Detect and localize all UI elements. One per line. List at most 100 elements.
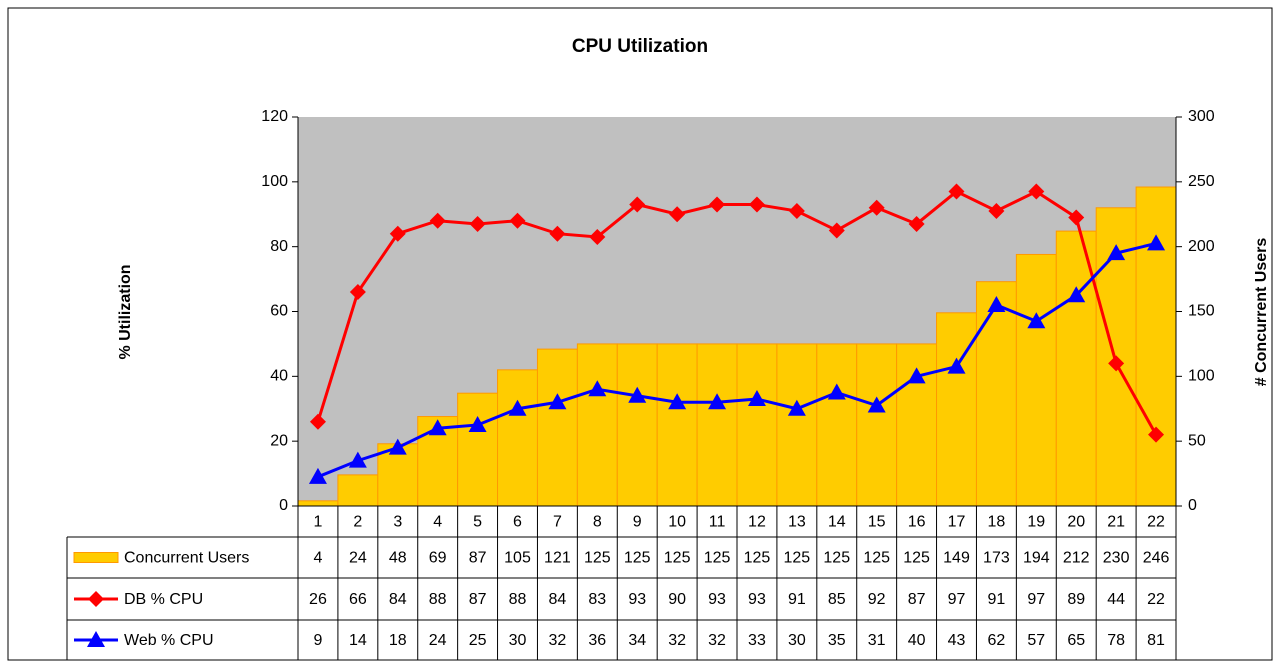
table-value: 88 xyxy=(509,591,527,608)
x-tick-label: 16 xyxy=(908,514,926,531)
table-value: 88 xyxy=(429,591,447,608)
bar xyxy=(337,474,379,507)
bar xyxy=(856,343,898,507)
y-tick-label: 60 xyxy=(270,303,288,320)
point-marker xyxy=(629,196,646,213)
point-marker xyxy=(747,390,766,407)
table-value: 25 xyxy=(469,632,487,649)
x-tick-label: 8 xyxy=(593,514,602,531)
table-value: 89 xyxy=(1067,591,1085,608)
table-value: 33 xyxy=(748,632,766,649)
chart-title: CPU Utilization xyxy=(572,36,708,57)
point-marker xyxy=(588,380,607,397)
table-value: 173 xyxy=(983,550,1010,567)
table-value: 125 xyxy=(584,550,611,567)
point-marker xyxy=(469,215,486,232)
table-value: 90 xyxy=(668,591,686,608)
x-tick-label: 2 xyxy=(353,514,362,531)
bar xyxy=(696,343,738,507)
point-marker xyxy=(788,203,805,220)
point-marker xyxy=(868,199,885,216)
table-value: 84 xyxy=(389,591,407,608)
point-marker xyxy=(388,438,407,455)
x-tick-label: 12 xyxy=(748,514,766,531)
table-value: 66 xyxy=(349,591,367,608)
table-value: 149 xyxy=(943,550,970,567)
table-value: 57 xyxy=(1027,632,1045,649)
point-marker xyxy=(1108,355,1125,372)
table-value: 87 xyxy=(469,591,487,608)
table-value: 14 xyxy=(349,632,367,649)
x-tick-label: 3 xyxy=(393,514,402,531)
y-tick-label: 40 xyxy=(270,368,288,385)
table-value: 87 xyxy=(908,591,926,608)
bar xyxy=(736,343,778,507)
point-marker xyxy=(1147,234,1166,251)
y-tick-label: 120 xyxy=(261,108,288,125)
table-value: 125 xyxy=(784,550,811,567)
x-tick-label: 10 xyxy=(668,514,686,531)
y-axis-title: % Utilization xyxy=(117,264,134,359)
point-marker xyxy=(947,357,966,374)
series-line xyxy=(316,189,1158,436)
point-marker xyxy=(867,396,886,413)
legend-label: Web % CPU xyxy=(124,632,214,649)
point-marker xyxy=(348,451,367,468)
bar xyxy=(536,348,578,507)
table-value: 4 xyxy=(314,550,323,567)
bar xyxy=(1015,253,1057,507)
table-value: 125 xyxy=(863,550,890,567)
point-marker xyxy=(748,196,765,213)
bar xyxy=(656,343,698,507)
point-marker xyxy=(468,415,487,432)
table-value: 48 xyxy=(389,550,407,567)
table-value: 125 xyxy=(903,550,930,567)
y-tick-label: 80 xyxy=(270,238,288,255)
x-tick-label: 20 xyxy=(1067,514,1085,531)
point-marker xyxy=(308,467,327,484)
table-value: 83 xyxy=(588,591,606,608)
table-value: 65 xyxy=(1067,632,1085,649)
point-marker xyxy=(389,225,406,242)
table-value: 26 xyxy=(309,591,327,608)
point-marker xyxy=(708,393,727,410)
table-value: 78 xyxy=(1107,632,1125,649)
bar xyxy=(457,392,499,507)
table-value: 31 xyxy=(868,632,886,649)
point-marker xyxy=(548,393,567,410)
x-tick-label: 7 xyxy=(553,514,562,531)
y2-tick-label: 300 xyxy=(1188,108,1215,125)
bar xyxy=(497,369,538,507)
point-marker xyxy=(709,196,726,213)
point-marker xyxy=(508,399,527,416)
table-value: 44 xyxy=(1107,591,1125,608)
bar xyxy=(816,343,858,507)
table-value: 121 xyxy=(544,550,571,567)
table-value: 32 xyxy=(668,632,686,649)
point-marker xyxy=(907,367,926,384)
point-marker xyxy=(1067,286,1086,303)
table-value: 34 xyxy=(628,632,646,649)
table-value: 32 xyxy=(708,632,726,649)
point-marker xyxy=(428,419,447,436)
table-value: 24 xyxy=(429,632,447,649)
x-tick-label: 17 xyxy=(948,514,966,531)
point-marker xyxy=(1148,426,1165,443)
x-tick-label: 1 xyxy=(314,514,323,531)
table-value: 32 xyxy=(549,632,567,649)
point-marker xyxy=(827,383,846,400)
table-value: 97 xyxy=(1027,591,1045,608)
table-value: 97 xyxy=(948,591,966,608)
x-tick-label: 15 xyxy=(868,514,886,531)
table-value: 125 xyxy=(664,550,691,567)
table-value: 93 xyxy=(748,591,766,608)
point-marker xyxy=(1028,183,1045,200)
x-tick-label: 4 xyxy=(433,514,442,531)
point-marker xyxy=(349,284,366,301)
table-value: 212 xyxy=(1063,550,1090,567)
y2-tick-label: 100 xyxy=(1188,368,1215,385)
point-marker xyxy=(88,591,104,607)
table-value: 18 xyxy=(389,632,407,649)
table-value: 9 xyxy=(314,632,323,649)
